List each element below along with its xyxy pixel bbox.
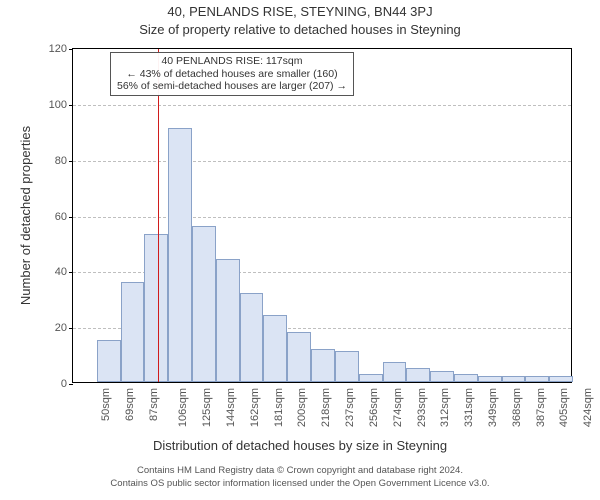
gridline: [73, 105, 571, 106]
ytick-label: 100: [49, 99, 73, 111]
xtick-label: 293sqm: [416, 388, 428, 427]
histogram-bar: [430, 371, 454, 382]
histogram-bar: [121, 282, 145, 383]
histogram-bar: [525, 376, 549, 382]
annotation-line: ← 43% of detached houses are smaller (16…: [117, 68, 347, 81]
gridline: [73, 161, 571, 162]
histogram-bar: [216, 259, 240, 382]
footer-line-1: Contains HM Land Registry data © Crown c…: [0, 465, 600, 476]
xtick-label: 125sqm: [201, 388, 213, 427]
reference-line: [158, 49, 159, 382]
histogram-bar: [311, 349, 335, 383]
histogram-bar: [240, 293, 264, 382]
xtick-label: 218sqm: [320, 388, 332, 427]
xtick-label: 256sqm: [368, 388, 380, 427]
xtick-label: 50sqm: [100, 388, 112, 421]
annotation-box: 40 PENLANDS RISE: 117sqm← 43% of detache…: [110, 52, 354, 96]
histogram-bar: [192, 226, 216, 382]
xtick-label: 349sqm: [487, 388, 499, 427]
ytick-label: 120: [49, 43, 73, 55]
histogram-bar: [406, 368, 430, 382]
histogram-bar: [454, 374, 478, 382]
x-axis-label: Distribution of detached houses by size …: [0, 438, 600, 453]
histogram-bar: [383, 362, 407, 382]
annotation-line: 40 PENLANDS RISE: 117sqm: [117, 55, 347, 68]
xtick-label: 162sqm: [249, 388, 261, 427]
xtick-label: 144sqm: [225, 388, 237, 427]
xtick-label: 200sqm: [297, 388, 309, 427]
gridline: [73, 217, 571, 218]
histogram-bar: [287, 332, 311, 382]
xtick-label: 405sqm: [559, 388, 571, 427]
xtick-label: 87sqm: [148, 388, 160, 421]
histogram-bar: [97, 340, 121, 382]
histogram-bar: [359, 374, 383, 382]
xtick-label: 237sqm: [344, 388, 356, 427]
annotation-line: 56% of semi-detached houses are larger (…: [117, 80, 347, 93]
footer-line-2: Contains OS public sector information li…: [0, 478, 600, 489]
ytick-label: 60: [55, 211, 73, 223]
xtick-label: 69sqm: [124, 388, 136, 421]
xtick-label: 331sqm: [463, 388, 475, 427]
ytick-label: 40: [55, 266, 73, 278]
xtick-label: 312sqm: [439, 388, 451, 427]
ytick-label: 0: [61, 378, 73, 390]
chart-title: 40, PENLANDS RISE, STEYNING, BN44 3PJ: [0, 4, 600, 19]
xtick-label: 106sqm: [178, 388, 190, 427]
ytick-label: 20: [55, 322, 73, 334]
plot-area: 02040608010012050sqm69sqm87sqm106sqm125s…: [72, 48, 572, 383]
chart-subtitle: Size of property relative to detached ho…: [0, 22, 600, 37]
histogram-bar: [502, 376, 526, 382]
y-axis-label: Number of detached properties: [18, 48, 33, 383]
histogram-bar: [263, 315, 287, 382]
ytick-label: 80: [55, 155, 73, 167]
xtick-label: 424sqm: [582, 388, 594, 427]
histogram-bar: [335, 351, 359, 382]
histogram-bar: [144, 234, 168, 382]
histogram-bar: [168, 128, 192, 382]
xtick-label: 274sqm: [392, 388, 404, 427]
histogram-bar: [478, 376, 502, 382]
histogram-bar: [549, 376, 573, 382]
xtick-label: 368sqm: [511, 388, 523, 427]
xtick-label: 387sqm: [535, 388, 547, 427]
xtick-label: 181sqm: [273, 388, 285, 427]
